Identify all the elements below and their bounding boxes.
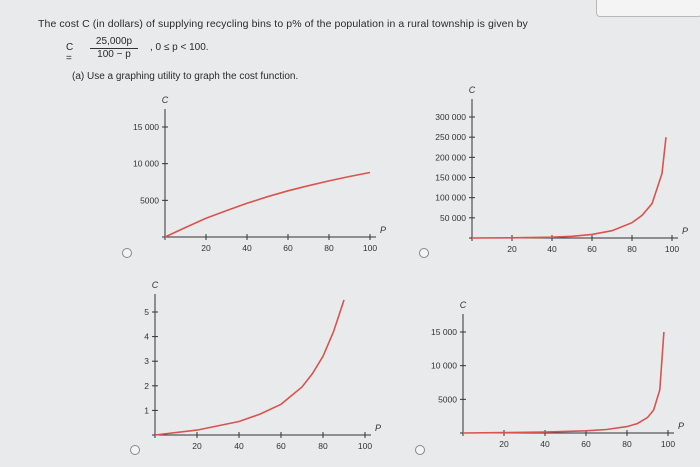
y-tick-label-1: 10 000 <box>133 159 159 169</box>
cost-curve-2 <box>471 137 667 239</box>
question-prompt: The cost C (in dollars) of supplying rec… <box>38 18 528 30</box>
y-axis-label-1: C <box>162 95 169 105</box>
formula-numerator: 25,000p <box>90 36 138 49</box>
y-tick-label-4: 10 000 <box>431 361 457 371</box>
x-axis-label-4: P <box>678 421 684 431</box>
y-tick-label-3: 2 <box>144 381 149 391</box>
choice-radio-3[interactable] <box>130 445 140 455</box>
y-axis-label-3: C <box>152 280 159 290</box>
formula-domain: , 0 ≤ p < 100. <box>150 42 209 53</box>
x-tick-label-1: 40 <box>242 243 252 253</box>
formula-fraction: 25,000p 100 − p <box>90 36 138 61</box>
choice-radio-4[interactable] <box>415 445 425 455</box>
x-tick-label-4: 80 <box>622 439 632 449</box>
y-tick-label-2: 200 000 <box>435 152 466 162</box>
x-tick-label-4: 100 <box>661 439 675 449</box>
y-tick-label-4: 15 000 <box>431 327 457 337</box>
y-tick-label-3: 1 <box>144 405 149 415</box>
y-tick-label-2: 50 000 <box>440 213 466 223</box>
x-tick-label-2: 80 <box>627 244 637 254</box>
x-tick-label-3: 20 <box>192 441 202 451</box>
choice-radio-2[interactable] <box>419 248 429 258</box>
formula-lhs: C = <box>66 42 74 64</box>
y-axis-label-2: C <box>469 85 476 95</box>
x-axis-label-2: P <box>682 226 688 236</box>
y-tick-label-1: 15 000 <box>133 122 159 132</box>
x-tick-label-2: 100 <box>665 244 679 254</box>
x-tick-label-3: 40 <box>234 441 244 451</box>
part-a-instruction: (a) Use a graphing utility to graph the … <box>72 71 299 82</box>
y-tick-label-2: 300 000 <box>435 112 466 122</box>
cost-curve-4 <box>462 331 665 434</box>
x-axis-label-3: P <box>375 423 381 433</box>
x-tick-label-3: 60 <box>276 441 286 451</box>
y-tick-label-2: 250 000 <box>435 132 466 142</box>
cost-curve-3 <box>154 299 345 436</box>
y-tick-label-3: 4 <box>144 332 149 342</box>
x-axis-label-1: P <box>380 225 386 235</box>
x-tick-label-4: 40 <box>540 439 550 449</box>
y-tick-label-3: 5 <box>144 307 149 317</box>
x-tick-label-3: 80 <box>318 441 328 451</box>
x-tick-label-2: 60 <box>587 244 597 254</box>
y-tick-label-2: 100 000 <box>435 193 466 203</box>
x-tick-label-1: 60 <box>283 243 293 253</box>
y-tick-label-2: 150 000 <box>435 173 466 183</box>
formula-denominator: 100 − p <box>97 49 131 60</box>
x-tick-label-3: 100 <box>358 441 372 451</box>
x-tick-label-1: 20 <box>201 243 211 253</box>
x-tick-label-1: 80 <box>324 243 334 253</box>
y-tick-label-3: 3 <box>144 356 149 366</box>
x-tick-label-4: 20 <box>499 439 509 449</box>
x-tick-label-2: 40 <box>547 244 557 254</box>
x-tick-label-2: 20 <box>507 244 517 254</box>
y-axis-label-4: C <box>460 300 467 310</box>
y-tick-label-4: 5000 <box>438 394 457 404</box>
top-nav-button[interactable] <box>596 0 700 17</box>
choice-radio-1[interactable] <box>122 248 132 258</box>
x-tick-label-4: 60 <box>581 439 591 449</box>
cost-curve-1 <box>164 171 371 238</box>
y-tick-label-1: 5000 <box>140 195 159 205</box>
x-tick-label-1: 100 <box>363 243 377 253</box>
